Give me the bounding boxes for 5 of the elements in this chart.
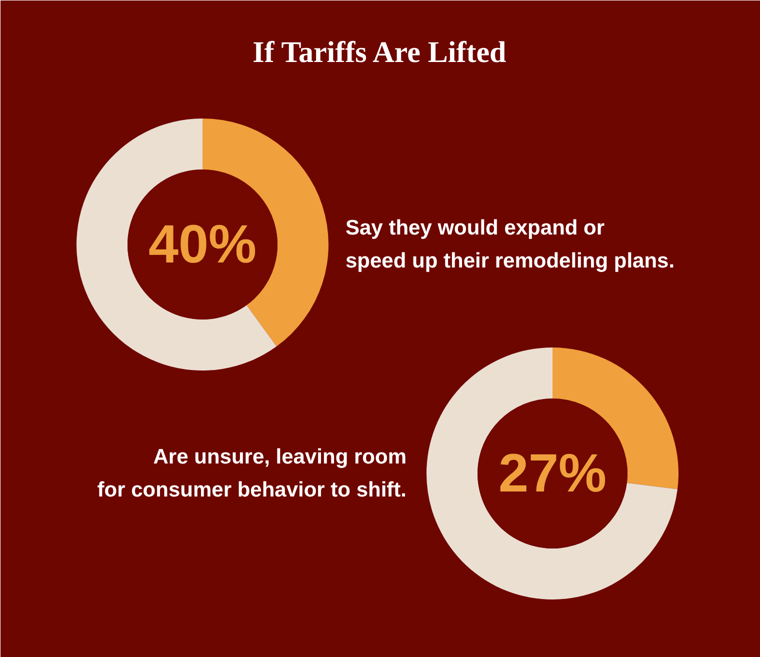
text: Are unsure, leaving room for consumer behavior to shift. (97, 445, 407, 502)
text: Say they would expand or speed up their remodeling plans. (346, 216, 675, 273)
data-label: 40% (148, 214, 257, 274)
data-label: 27% (498, 444, 607, 504)
chart-title: If Tariffs Are Lifted (252, 36, 507, 69)
